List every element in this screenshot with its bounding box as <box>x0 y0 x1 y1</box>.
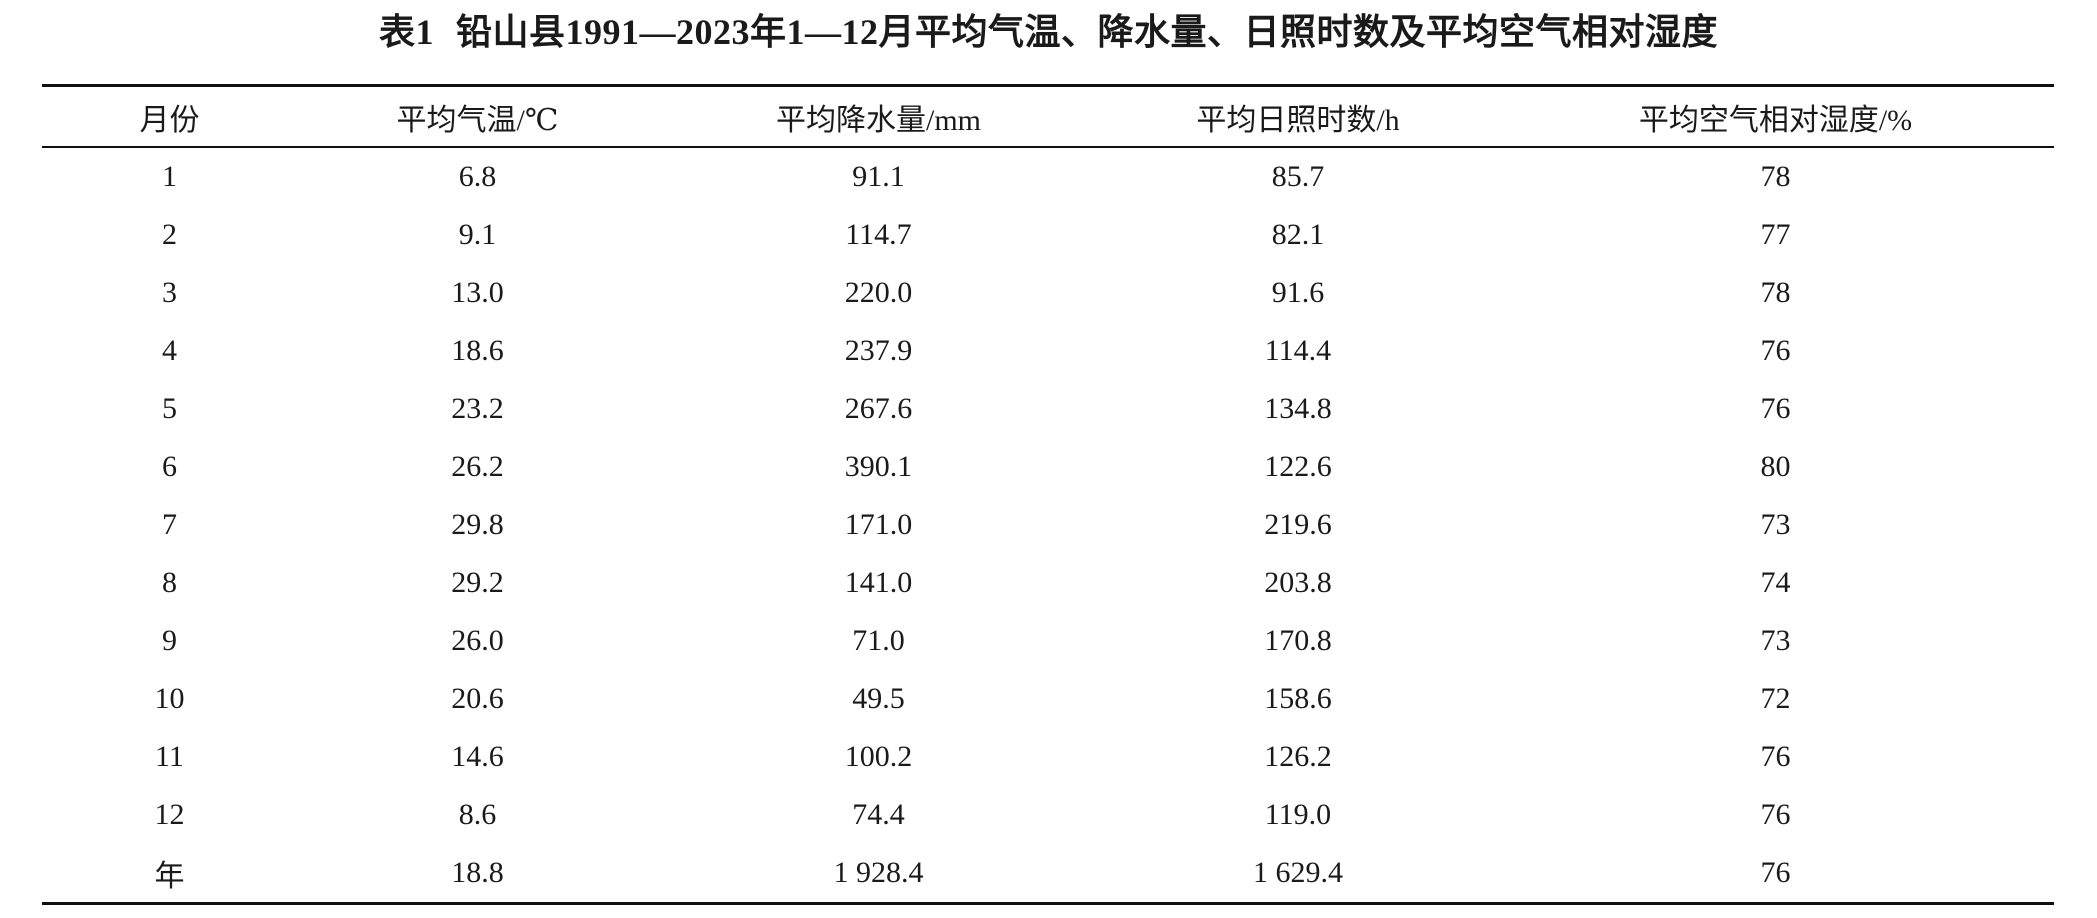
cell-precipitation: 390.1 <box>844 450 913 483</box>
climate-table: 月份 平均气温/℃ 平均降水量/mm 平均日照时数/h 平均空气相对湿度/% 1… <box>42 84 2054 905</box>
cell-sunshine: 85.7 <box>1271 160 1325 193</box>
table-row: 2 9.1 114.7 82.1 77 <box>42 206 2054 264</box>
cell-sunshine: 203.8 <box>1264 566 1332 599</box>
table-row: 3 13.0 220.0 91.6 78 <box>42 264 2054 322</box>
cell-sunshine: 1 629.4 <box>1253 856 1343 889</box>
table-row: 1 6.8 91.1 85.7 78 <box>42 147 2054 206</box>
cell-temperature: 26.0 <box>451 624 504 657</box>
cell-humidity: 80 <box>1760 450 1791 483</box>
cell-humidity: 73 <box>1760 508 1791 541</box>
table-header: 月份 平均气温/℃ 平均降水量/mm 平均日照时数/h 平均空气相对湿度/% <box>42 85 2054 147</box>
cell-precipitation: 49.5 <box>852 682 905 715</box>
cell-month: 6 <box>162 450 177 483</box>
table-caption: 表1 铅山县1991—2023年1—12月平均气温、降水量、日照时数及平均空气相对… <box>0 6 2097 58</box>
table-body: 1 6.8 91.1 85.7 78 2 9.1 114.7 82.1 77 3 13.0 220.0 9… <box>42 147 2054 904</box>
cell-month: 7 <box>162 508 177 541</box>
table-number: 表1 <box>378 12 434 52</box>
cell-precipitation: 267.6 <box>844 392 913 425</box>
cell-month: 11 <box>155 740 184 773</box>
cell-precipitation: 171.0 <box>844 508 913 541</box>
cell-month: 12 <box>154 798 185 831</box>
cell-humidity: 76 <box>1760 740 1791 773</box>
cell-humidity: 74 <box>1760 566 1791 599</box>
cell-precipitation: 100.2 <box>844 740 913 773</box>
header-row: 月份 平均气温/℃ 平均降水量/mm 平均日照时数/h 平均空气相对湿度/% <box>42 85 2054 147</box>
cell-humidity: 78 <box>1760 160 1791 193</box>
table-row: 5 23.2 267.6 134.8 76 <box>42 380 2054 438</box>
table-row: 10 20.6 49.5 158.6 72 <box>42 670 2054 728</box>
cell-sunshine: 114.4 <box>1264 334 1332 367</box>
cell-temperature: 29.2 <box>451 566 504 599</box>
cell-sunshine: 122.6 <box>1264 450 1332 483</box>
cell-precipitation: 74.4 <box>852 798 905 831</box>
cell-temperature: 9.1 <box>458 218 497 251</box>
cell-sunshine: 158.6 <box>1264 682 1332 715</box>
header-month: 月份 <box>139 103 200 137</box>
cell-month: 10 <box>154 682 185 715</box>
cell-temperature: 8.6 <box>458 798 497 831</box>
cell-month: 9 <box>162 624 177 657</box>
cell-precipitation: 220.0 <box>844 276 913 309</box>
cell-sunshine: 82.1 <box>1271 218 1325 251</box>
header-temperature: 平均气温/℃ <box>396 103 559 137</box>
table-row: 8 29.2 141.0 203.8 74 <box>42 554 2054 612</box>
cell-humidity: 76 <box>1760 856 1791 889</box>
table-row: 6 26.2 390.1 122.6 80 <box>42 438 2054 496</box>
cell-temperature: 23.2 <box>451 392 504 425</box>
cell-temperature: 13.0 <box>451 276 504 309</box>
cell-temperature: 29.8 <box>451 508 504 541</box>
table-title: 铅山县1991—2023年1—12月平均气温、降水量、日照时数及平均空气相对湿度 <box>456 12 1719 52</box>
cell-month: 8 <box>162 566 177 599</box>
table-row: 11 14.6 100.2 126.2 76 <box>42 728 2054 786</box>
cell-humidity: 78 <box>1760 276 1791 309</box>
cell-month: 年 <box>154 860 185 893</box>
header-humidity: 平均空气相对湿度/% <box>1638 103 1913 137</box>
cell-month: 4 <box>162 334 177 367</box>
cell-temperature: 18.8 <box>451 856 504 889</box>
cell-precipitation: 141.0 <box>844 566 913 599</box>
cell-temperature: 6.8 <box>458 160 497 193</box>
cell-month: 1 <box>162 160 177 193</box>
cell-month: 3 <box>162 276 177 309</box>
cell-sunshine: 126.2 <box>1264 740 1332 773</box>
table-row: 9 26.0 71.0 170.8 73 <box>42 612 2054 670</box>
table-container: 月份 平均气温/℃ 平均降水量/mm 平均日照时数/h 平均空气相对湿度/% 1… <box>42 84 2054 905</box>
cell-temperature: 18.6 <box>451 334 504 367</box>
cell-humidity: 72 <box>1760 682 1791 715</box>
cell-humidity: 76 <box>1760 334 1791 367</box>
cell-sunshine: 91.6 <box>1271 276 1325 309</box>
cell-precipitation: 91.1 <box>852 160 905 193</box>
cell-temperature: 20.6 <box>451 682 504 715</box>
header-precipitation: 平均降水量/mm <box>775 103 981 137</box>
cell-temperature: 26.2 <box>451 450 504 483</box>
table-row: 年 18.8 1 928.4 1 629.4 76 <box>42 844 2054 904</box>
cell-humidity: 76 <box>1760 798 1791 831</box>
cell-sunshine: 219.6 <box>1264 508 1332 541</box>
cell-precipitation: 1 928.4 <box>833 856 924 889</box>
cell-month: 2 <box>162 218 177 251</box>
cell-temperature: 14.6 <box>451 740 504 773</box>
cell-sunshine: 119.0 <box>1264 798 1332 831</box>
table-row: 4 18.6 237.9 114.4 76 <box>42 322 2054 380</box>
cell-month: 5 <box>162 392 177 425</box>
cell-precipitation: 237.9 <box>844 334 913 367</box>
cell-humidity: 73 <box>1760 624 1791 657</box>
cell-precipitation: 71.0 <box>852 624 905 657</box>
cell-precipitation: 114.7 <box>845 218 912 251</box>
header-sunshine: 平均日照时数/h <box>1196 103 1400 137</box>
cell-humidity: 77 <box>1760 218 1791 251</box>
cell-sunshine: 134.8 <box>1264 392 1332 425</box>
cell-humidity: 76 <box>1760 392 1791 425</box>
table-row: 12 8.6 74.4 119.0 76 <box>42 786 2054 844</box>
cell-sunshine: 170.8 <box>1264 624 1332 657</box>
table-row: 7 29.8 171.0 219.6 73 <box>42 496 2054 554</box>
